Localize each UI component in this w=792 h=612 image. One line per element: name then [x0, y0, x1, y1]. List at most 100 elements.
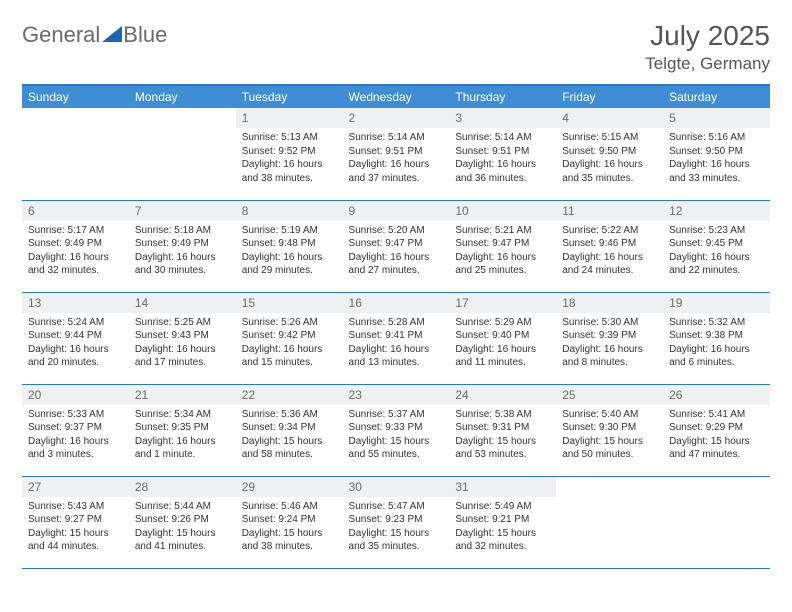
day-number: 26 — [663, 385, 770, 405]
day-number: 15 — [236, 293, 343, 313]
calendar-day: 11Sunrise: 5:22 AMSunset: 9:46 PMDayligh… — [556, 200, 663, 292]
daylight-line: Daylight: 15 hours and 55 minutes. — [349, 435, 444, 462]
daylight-line: Daylight: 16 hours and 33 minutes. — [669, 158, 764, 185]
day-body: Sunrise: 5:44 AMSunset: 9:26 PMDaylight:… — [129, 497, 236, 558]
calendar-day: 4Sunrise: 5:15 AMSunset: 9:50 PMDaylight… — [556, 108, 663, 200]
sunrise-line: Sunrise: 5:34 AM — [135, 408, 230, 422]
sunset-line: Sunset: 9:29 PM — [669, 421, 764, 435]
calendar-day: 16Sunrise: 5:28 AMSunset: 9:41 PMDayligh… — [343, 292, 450, 384]
sunrise-line: Sunrise: 5:28 AM — [349, 316, 444, 330]
day-number: 21 — [129, 385, 236, 405]
daylight-line: Daylight: 15 hours and 50 minutes. — [562, 435, 657, 462]
daylight-line: Daylight: 16 hours and 13 minutes. — [349, 343, 444, 370]
day-body: Sunrise: 5:28 AMSunset: 9:41 PMDaylight:… — [343, 313, 450, 374]
daylight-line: Daylight: 16 hours and 20 minutes. — [28, 343, 123, 370]
title-block: July 2025 Telgte, Germany — [645, 20, 770, 74]
sunrise-line: Sunrise: 5:44 AM — [135, 500, 230, 514]
calendar-empty — [22, 108, 129, 200]
daylight-line: Daylight: 16 hours and 24 minutes. — [562, 251, 657, 278]
sunset-line: Sunset: 9:23 PM — [349, 513, 444, 527]
calendar-day: 7Sunrise: 5:18 AMSunset: 9:49 PMDaylight… — [129, 200, 236, 292]
calendar-day: 28Sunrise: 5:44 AMSunset: 9:26 PMDayligh… — [129, 476, 236, 568]
calendar-day: 6Sunrise: 5:17 AMSunset: 9:49 PMDaylight… — [22, 200, 129, 292]
calendar-day: 17Sunrise: 5:29 AMSunset: 9:40 PMDayligh… — [449, 292, 556, 384]
calendar-day: 30Sunrise: 5:47 AMSunset: 9:23 PMDayligh… — [343, 476, 450, 568]
daylight-line: Daylight: 15 hours and 35 minutes. — [349, 527, 444, 554]
brand-part1: General — [22, 22, 100, 48]
day-body: Sunrise: 5:16 AMSunset: 9:50 PMDaylight:… — [663, 128, 770, 189]
day-number: 12 — [663, 201, 770, 221]
day-body: Sunrise: 5:36 AMSunset: 9:34 PMDaylight:… — [236, 405, 343, 466]
day-number: 29 — [236, 477, 343, 497]
calendar-body: 1Sunrise: 5:13 AMSunset: 9:52 PMDaylight… — [22, 108, 770, 568]
calendar-empty — [556, 476, 663, 568]
calendar-day: 19Sunrise: 5:32 AMSunset: 9:38 PMDayligh… — [663, 292, 770, 384]
daylight-line: Daylight: 16 hours and 29 minutes. — [242, 251, 337, 278]
day-number: 24 — [449, 385, 556, 405]
sunrise-line: Sunrise: 5:30 AM — [562, 316, 657, 330]
daylight-line: Daylight: 16 hours and 11 minutes. — [455, 343, 550, 370]
day-body: Sunrise: 5:20 AMSunset: 9:47 PMDaylight:… — [343, 221, 450, 282]
sunrise-line: Sunrise: 5:16 AM — [669, 131, 764, 145]
sunrise-line: Sunrise: 5:41 AM — [669, 408, 764, 422]
daylight-line: Daylight: 15 hours and 38 minutes. — [242, 527, 337, 554]
sunrise-line: Sunrise: 5:33 AM — [28, 408, 123, 422]
sunset-line: Sunset: 9:51 PM — [349, 145, 444, 159]
calendar-day: 1Sunrise: 5:13 AMSunset: 9:52 PMDaylight… — [236, 108, 343, 200]
calendar-row: 1Sunrise: 5:13 AMSunset: 9:52 PMDaylight… — [22, 108, 770, 200]
calendar-day: 13Sunrise: 5:24 AMSunset: 9:44 PMDayligh… — [22, 292, 129, 384]
calendar-table: SundayMondayTuesdayWednesdayThursdayFrid… — [22, 84, 770, 569]
day-body: Sunrise: 5:38 AMSunset: 9:31 PMDaylight:… — [449, 405, 556, 466]
day-number: 17 — [449, 293, 556, 313]
brand-part2: Blue — [123, 22, 167, 48]
daylight-line: Daylight: 15 hours and 44 minutes. — [28, 527, 123, 554]
day-body: Sunrise: 5:23 AMSunset: 9:45 PMDaylight:… — [663, 221, 770, 282]
sunset-line: Sunset: 9:39 PM — [562, 329, 657, 343]
calendar-day: 3Sunrise: 5:14 AMSunset: 9:51 PMDaylight… — [449, 108, 556, 200]
daylight-line: Daylight: 15 hours and 53 minutes. — [455, 435, 550, 462]
calendar-day: 12Sunrise: 5:23 AMSunset: 9:45 PMDayligh… — [663, 200, 770, 292]
daylight-line: Daylight: 16 hours and 6 minutes. — [669, 343, 764, 370]
day-number: 9 — [343, 201, 450, 221]
sunset-line: Sunset: 9:47 PM — [455, 237, 550, 251]
day-body: Sunrise: 5:15 AMSunset: 9:50 PMDaylight:… — [556, 128, 663, 189]
sunset-line: Sunset: 9:51 PM — [455, 145, 550, 159]
day-body: Sunrise: 5:25 AMSunset: 9:43 PMDaylight:… — [129, 313, 236, 374]
calendar-day: 18Sunrise: 5:30 AMSunset: 9:39 PMDayligh… — [556, 292, 663, 384]
day-body: Sunrise: 5:13 AMSunset: 9:52 PMDaylight:… — [236, 128, 343, 189]
day-body: Sunrise: 5:34 AMSunset: 9:35 PMDaylight:… — [129, 405, 236, 466]
sunrise-line: Sunrise: 5:14 AM — [349, 131, 444, 145]
sunrise-line: Sunrise: 5:40 AM — [562, 408, 657, 422]
calendar-day: 25Sunrise: 5:40 AMSunset: 9:30 PMDayligh… — [556, 384, 663, 476]
day-number: 5 — [663, 108, 770, 128]
day-number: 10 — [449, 201, 556, 221]
brand-triangle-icon — [102, 24, 122, 47]
sunrise-line: Sunrise: 5:43 AM — [28, 500, 123, 514]
calendar-empty — [129, 108, 236, 200]
sunrise-line: Sunrise: 5:13 AM — [242, 131, 337, 145]
calendar-day: 5Sunrise: 5:16 AMSunset: 9:50 PMDaylight… — [663, 108, 770, 200]
day-body: Sunrise: 5:47 AMSunset: 9:23 PMDaylight:… — [343, 497, 450, 558]
day-body: Sunrise: 5:32 AMSunset: 9:38 PMDaylight:… — [663, 313, 770, 374]
day-body: Sunrise: 5:30 AMSunset: 9:39 PMDaylight:… — [556, 313, 663, 374]
day-body: Sunrise: 5:49 AMSunset: 9:21 PMDaylight:… — [449, 497, 556, 558]
daylight-line: Daylight: 16 hours and 38 minutes. — [242, 158, 337, 185]
calendar-row: 27Sunrise: 5:43 AMSunset: 9:27 PMDayligh… — [22, 476, 770, 568]
day-body: Sunrise: 5:37 AMSunset: 9:33 PMDaylight:… — [343, 405, 450, 466]
sunset-line: Sunset: 9:46 PM — [562, 237, 657, 251]
weekday-header: Tuesday — [236, 85, 343, 108]
calendar-day: 29Sunrise: 5:46 AMSunset: 9:24 PMDayligh… — [236, 476, 343, 568]
day-number: 18 — [556, 293, 663, 313]
weekday-header: Saturday — [663, 85, 770, 108]
daylight-line: Daylight: 16 hours and 15 minutes. — [242, 343, 337, 370]
sunset-line: Sunset: 9:50 PM — [669, 145, 764, 159]
daylight-line: Daylight: 15 hours and 47 minutes. — [669, 435, 764, 462]
day-number: 23 — [343, 385, 450, 405]
sunset-line: Sunset: 9:38 PM — [669, 329, 764, 343]
calendar-day: 14Sunrise: 5:25 AMSunset: 9:43 PMDayligh… — [129, 292, 236, 384]
calendar-day: 23Sunrise: 5:37 AMSunset: 9:33 PMDayligh… — [343, 384, 450, 476]
daylight-line: Daylight: 15 hours and 41 minutes. — [135, 527, 230, 554]
sunset-line: Sunset: 9:43 PM — [135, 329, 230, 343]
calendar-day: 27Sunrise: 5:43 AMSunset: 9:27 PMDayligh… — [22, 476, 129, 568]
calendar-day: 9Sunrise: 5:20 AMSunset: 9:47 PMDaylight… — [343, 200, 450, 292]
